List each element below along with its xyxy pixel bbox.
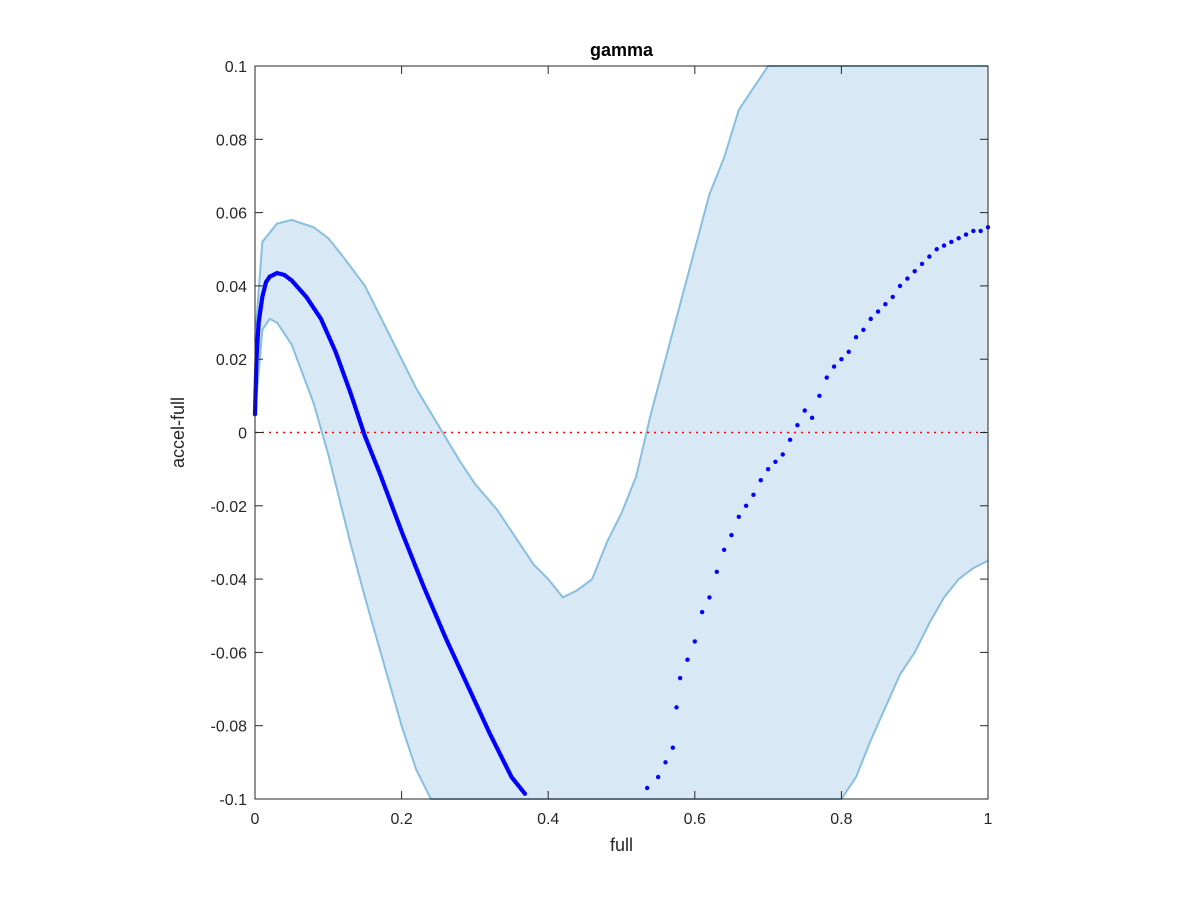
data-point [721, 547, 727, 552]
data-point [765, 466, 771, 472]
data-point [890, 294, 895, 300]
data-point [883, 302, 888, 307]
data-point [644, 785, 650, 791]
data-point [751, 492, 756, 498]
x-tick-label: 0.4 [537, 811, 559, 828]
data-point [831, 364, 837, 369]
y-tick-label: -0.1 [219, 792, 247, 809]
y-axis-ticks: -0.1 -0.08 -0.06 -0.04 -0.02 0 0.02 0.04 0.06 0.0… [211, 59, 988, 809]
y-tick-label: 0 [238, 426, 247, 443]
x-axis-label: full [610, 835, 633, 855]
data-point [897, 283, 903, 289]
y-tick-label: 0.06 [216, 206, 247, 223]
y-tick-label: 0.04 [216, 279, 247, 296]
data-point [663, 760, 668, 765]
band-upper-line [254, 65, 988, 599]
data-point [677, 675, 683, 681]
data-point [780, 452, 785, 457]
data-point [795, 422, 800, 428]
x-tick-label: 0.2 [390, 811, 412, 828]
band-lower-line [254, 317, 989, 800]
data-point [949, 239, 954, 245]
chart-title: gamma [590, 40, 654, 60]
x-tick-label: 0.6 [684, 811, 706, 828]
y-tick-label: -0.06 [211, 645, 248, 662]
data-point [670, 745, 676, 750]
data-point [787, 437, 793, 443]
data-point [522, 791, 528, 796]
data-point [736, 514, 741, 519]
data-point [839, 357, 844, 362]
data-point [758, 477, 763, 483]
data-point [978, 228, 983, 234]
data-point [674, 705, 679, 710]
data-point [707, 595, 712, 600]
x-axis-ticks: 0 0.2 0.4 0.6 0.8 1 [251, 66, 993, 828]
data-point [846, 349, 851, 355]
data-point [919, 261, 925, 267]
y-tick-label: -0.02 [211, 499, 248, 516]
data-point [905, 276, 910, 281]
x-tick-label: 0.8 [830, 811, 852, 828]
data-point [773, 459, 778, 465]
data-point [971, 228, 976, 234]
data-point [729, 532, 734, 538]
data-point [875, 309, 881, 314]
y-tick-label: 0.1 [225, 59, 247, 76]
data-point [941, 243, 947, 248]
data-point [802, 408, 807, 413]
x-tick-label: 0 [251, 811, 260, 828]
data-point [853, 335, 859, 340]
y-tick-label: 0.08 [216, 132, 247, 149]
data-point [692, 639, 697, 644]
data-point [714, 569, 719, 574]
data-point [824, 375, 829, 380]
data-point [963, 232, 969, 237]
data-point [685, 657, 690, 662]
data-point [655, 774, 661, 780]
data-point [861, 327, 866, 333]
y-tick-label: 0.02 [216, 352, 247, 369]
data-point [699, 609, 705, 615]
data-point [809, 415, 815, 421]
y-axis-label: accel-full [168, 397, 188, 468]
data-point [868, 316, 873, 322]
data-point [956, 236, 961, 241]
data-point [743, 503, 749, 508]
x-tick-label: 1 [984, 811, 993, 828]
data-point [927, 254, 932, 259]
data-point [817, 393, 822, 399]
y-tick-label: -0.08 [211, 719, 248, 736]
data-point [912, 269, 917, 274]
y-tick-label: -0.04 [211, 572, 248, 589]
data-point [934, 247, 939, 252]
